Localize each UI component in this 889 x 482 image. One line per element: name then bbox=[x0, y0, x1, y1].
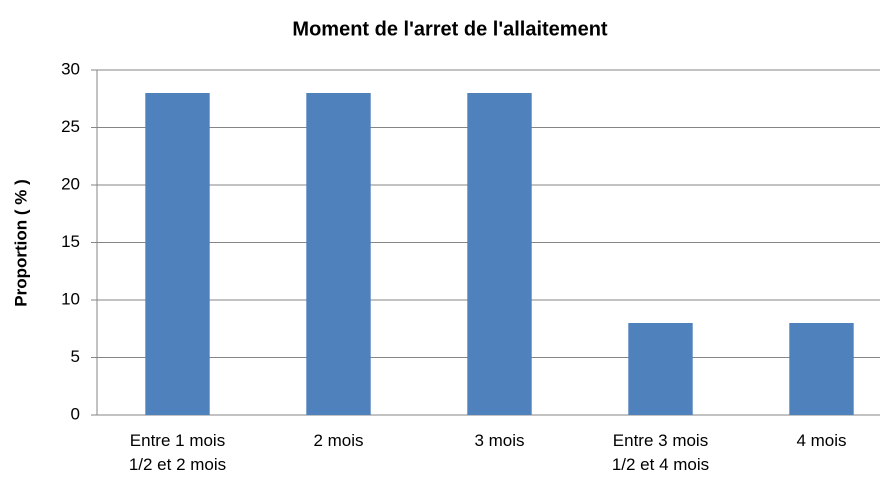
y-tick-label: 0 bbox=[71, 404, 80, 423]
y-axis-label: Proportion ( % ) bbox=[11, 179, 30, 306]
y-tick-label: 5 bbox=[71, 347, 80, 366]
y-tick-label: 15 bbox=[61, 232, 80, 251]
x-tick-label: Entre 3 mois 1/2 et 4 mois bbox=[611, 431, 710, 474]
y-tick-label: 30 bbox=[61, 59, 80, 78]
bar bbox=[467, 93, 532, 415]
y-tick-label: 25 bbox=[61, 117, 80, 136]
x-tick-label: 4 mois bbox=[796, 431, 847, 450]
chart-title: Moment de l'arret de l'allaitement bbox=[292, 18, 607, 40]
y-tick-label: 10 bbox=[61, 289, 80, 308]
bar bbox=[628, 323, 693, 415]
x-tick-label: Entre 1 mois 1/2 et 2 mois bbox=[128, 431, 227, 474]
x-tick-label: 3 mois bbox=[474, 431, 525, 450]
bar bbox=[789, 323, 854, 415]
x-tick-label: 2 mois bbox=[313, 431, 364, 450]
y-tick-label: 20 bbox=[61, 174, 80, 193]
bar bbox=[306, 93, 371, 415]
bar bbox=[145, 93, 210, 415]
